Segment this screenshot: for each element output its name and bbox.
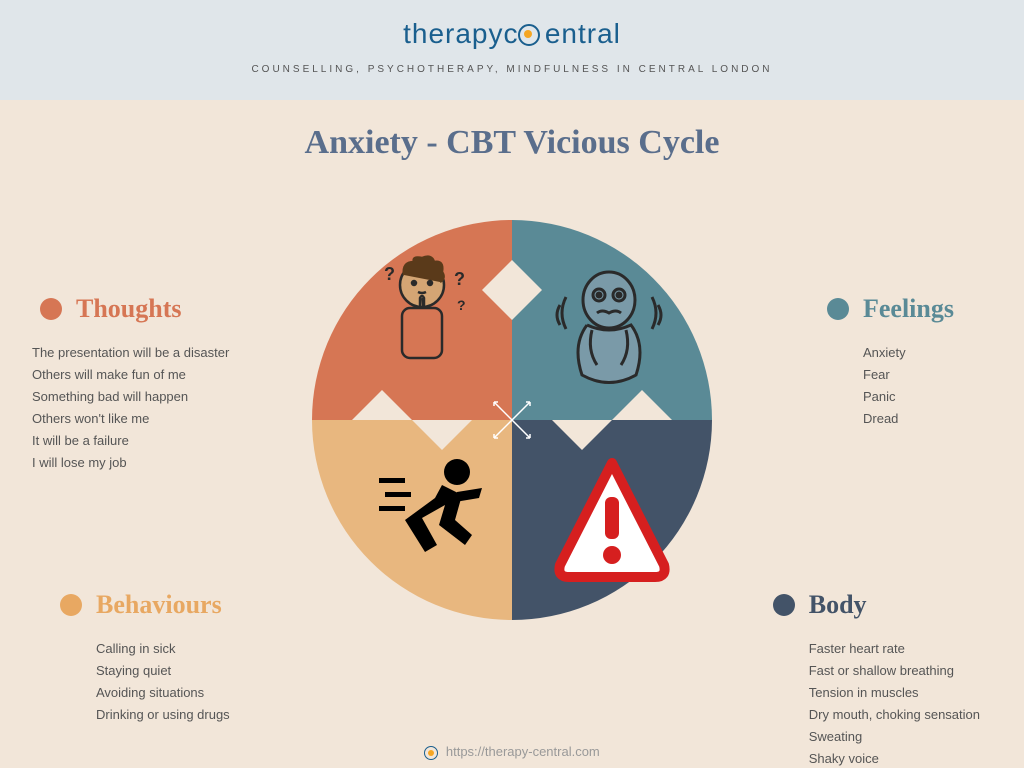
list-item: Avoiding situations [96,682,230,704]
center-arrows-icon [502,410,522,430]
logo: therapyc entral [0,18,1024,50]
bullet-icon [773,594,795,616]
thoughts-items: The presentation will be a disasterOther… [32,342,229,475]
logo-text-2: entral [545,18,621,49]
logo-text-1: therapyc [403,18,518,49]
thinking-person-icon: ? ? ? [362,250,482,400]
list-item: It will be a failure [32,430,229,452]
list-item: Tension in muscles [809,682,980,704]
list-item: Dread [863,408,954,430]
list-item: Faster heart rate [809,638,980,660]
footer-logo-icon [424,746,438,760]
feelings-items: AnxietyFearPanicDread [863,342,954,430]
header: therapyc entral COUNSELLING, PSYCHOTHERA… [0,0,1024,100]
list-item: Drinking or using drugs [96,704,230,726]
svg-text:?: ? [384,264,395,284]
bullet-icon [60,594,82,616]
feelings-title: Feelings [827,294,954,324]
list-item: Others will make fun of me [32,364,229,386]
svg-text:?: ? [454,269,465,289]
tagline: COUNSELLING, PSYCHOTHERAPY, MINDFULNESS … [0,64,1024,75]
body-title: Body [773,590,980,620]
list-item: Fear [863,364,954,386]
running-person-icon [367,450,497,580]
section-behaviours: Behaviours Calling in sickStaying quietA… [60,590,230,726]
footer: https://therapy-central.com [0,744,1024,760]
list-item: Calling in sick [96,638,230,660]
thoughts-title: Thoughts [40,294,229,324]
cycle-circle: ? ? ? [312,220,712,620]
footer-url: https://therapy-central.com [446,744,600,759]
page-title: Anxiety - CBT Vicious Cycle [0,100,1024,162]
svg-text:?: ? [457,297,466,313]
main-content: Anxiety - CBT Vicious Cycle ? ? ? [0,100,1024,768]
list-item: Anxiety [863,342,954,364]
thoughts-label: Thoughts [76,294,182,324]
list-item: Panic [863,386,954,408]
list-item: I will lose my job [32,452,229,474]
feelings-label: Feelings [863,294,954,324]
warning-triangle-icon [552,455,672,585]
behaviours-label: Behaviours [96,590,222,620]
logo-dot-icon [519,18,545,49]
behaviours-title: Behaviours [60,590,230,620]
behaviours-items: Calling in sickStaying quietAvoiding sit… [96,638,230,726]
list-item: Fast or shallow breathing [809,660,980,682]
body-label: Body [809,590,867,620]
section-feelings: Feelings AnxietyFearPanicDread [827,294,954,430]
bullet-icon [40,298,62,320]
section-thoughts: Thoughts The presentation will be a disa… [40,294,229,475]
list-item: Dry mouth, choking sensation [809,704,980,726]
list-item: The presentation will be a disaster [32,342,229,364]
list-item: Something bad will happen [32,386,229,408]
bullet-icon [827,298,849,320]
list-item: Others won't like me [32,408,229,430]
anxious-person-icon [542,255,677,395]
list-item: Staying quiet [96,660,230,682]
